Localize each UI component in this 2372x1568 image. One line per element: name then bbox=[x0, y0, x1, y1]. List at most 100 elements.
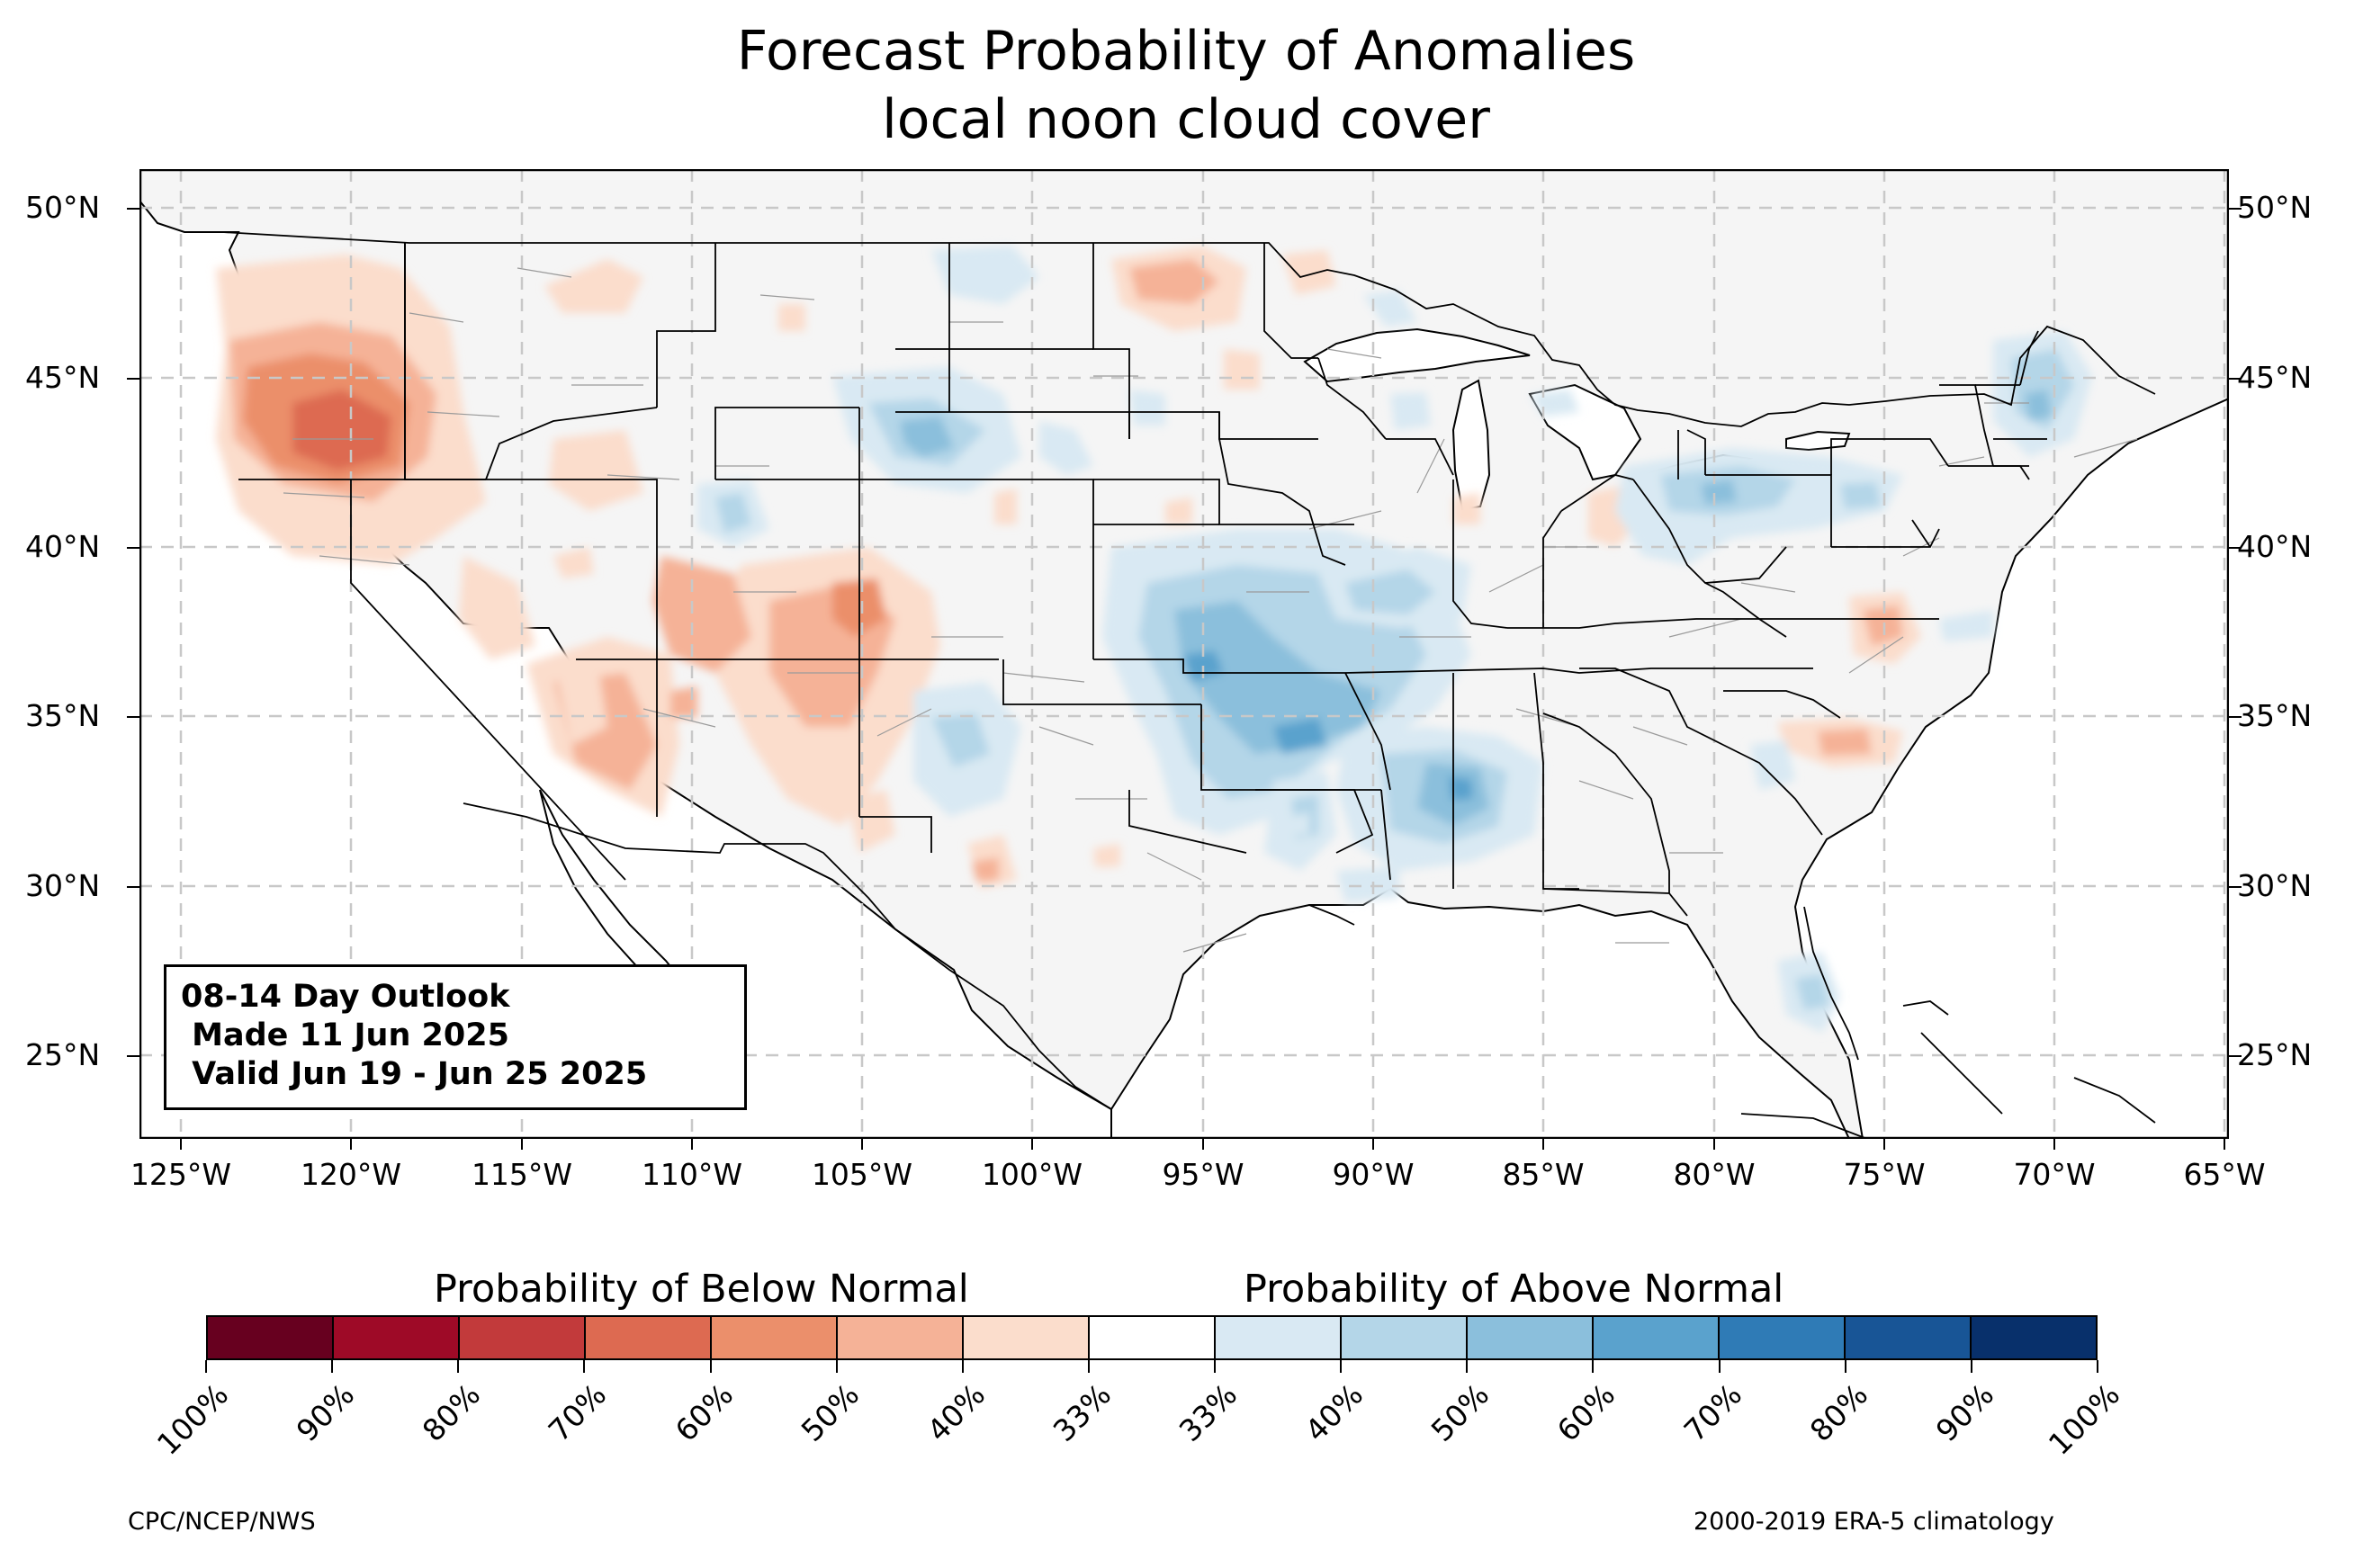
lat-label-25: 25°N bbox=[25, 1037, 101, 1072]
colorbar-tick-label: 33% bbox=[1046, 1376, 1119, 1449]
lat-label-right-35: 35°N bbox=[2237, 698, 2313, 733]
lon-label-125: 125°W bbox=[130, 1157, 232, 1192]
lon-tick bbox=[521, 1137, 523, 1150]
lon-tick bbox=[1372, 1137, 1374, 1150]
lon-label-110: 110°W bbox=[641, 1157, 743, 1192]
colorbar-tick bbox=[1340, 1360, 1343, 1373]
colorbar-tick bbox=[961, 1360, 964, 1373]
lat-tick bbox=[127, 1055, 139, 1057]
colorbar-tick bbox=[1214, 1360, 1217, 1373]
lon-tick bbox=[2053, 1137, 2055, 1150]
outlook-valid-range: Valid Jun 19 - Jun 25 2025 bbox=[181, 1056, 648, 1092]
lat-tick bbox=[2229, 208, 2242, 210]
lon-tick bbox=[1542, 1137, 1544, 1150]
lon-label-75: 75°W bbox=[1843, 1157, 1926, 1192]
colorbar-segment bbox=[1214, 1317, 1340, 1358]
water-bodies bbox=[139, 169, 2229, 1139]
colorbar-segment bbox=[458, 1317, 584, 1358]
map-frame bbox=[139, 169, 2229, 1139]
lon-label-80: 80°W bbox=[1673, 1157, 1756, 1192]
hudson-bay-edge bbox=[1804, 169, 2229, 385]
colorbar-tick bbox=[2097, 1360, 2098, 1373]
lat-label-35: 35°N bbox=[25, 698, 101, 733]
colorbar-above-title: Probability of Above Normal bbox=[1244, 1267, 1784, 1312]
outlook-period: 08-14 Day Outlook bbox=[181, 979, 510, 1015]
lat-label-right-30: 30°N bbox=[2237, 868, 2313, 903]
colorbar-segment bbox=[1718, 1317, 1844, 1358]
footer-climatology: 2000-2019 ERA-5 climatology bbox=[1694, 1508, 2054, 1536]
lat-label-right-25: 25°N bbox=[2237, 1037, 2313, 1072]
colorbar-tick-label: 70% bbox=[542, 1376, 614, 1449]
colorbar-tick bbox=[583, 1360, 586, 1373]
lat-label-30: 30°N bbox=[25, 868, 101, 903]
lon-label-95: 95°W bbox=[1162, 1157, 1244, 1192]
lat-tick bbox=[127, 886, 139, 888]
lon-label-115: 115°W bbox=[471, 1157, 573, 1192]
lat-tick bbox=[2229, 547, 2242, 549]
colorbar-segment bbox=[1970, 1317, 2096, 1358]
colorbar-segment bbox=[332, 1317, 458, 1358]
colorbar-tick bbox=[1466, 1360, 1469, 1373]
lon-label-65: 65°W bbox=[2183, 1157, 2266, 1192]
outlook-made-date: Made 11 Jun 2025 bbox=[181, 1017, 509, 1053]
colorbar-tick-label: 33% bbox=[1172, 1376, 1244, 1449]
lon-label-85: 85°W bbox=[1502, 1157, 1585, 1192]
lon-label-70: 70°W bbox=[2013, 1157, 2096, 1192]
colorbar-tick bbox=[1970, 1360, 1972, 1373]
chart-title: Forecast Probability of Anomalies bbox=[736, 20, 1636, 83]
lon-tick bbox=[1713, 1137, 1715, 1150]
lat-tick bbox=[127, 378, 139, 380]
colorbar-tick-label: 90% bbox=[289, 1376, 362, 1449]
colorbar-segment bbox=[836, 1317, 962, 1358]
colorbar-tick-label: 80% bbox=[415, 1376, 488, 1449]
lon-tick bbox=[1202, 1137, 1204, 1150]
lat-tick bbox=[2229, 1055, 2242, 1057]
canada-border bbox=[221, 231, 2156, 427]
lat-label-right-45: 45°N bbox=[2237, 360, 2313, 395]
colorbar-below-title: Probability of Below Normal bbox=[434, 1267, 969, 1312]
lat-label-right-40: 40°N bbox=[2237, 529, 2313, 564]
lon-label-105: 105°W bbox=[811, 1157, 913, 1192]
colorbar bbox=[206, 1315, 2098, 1360]
colorbar-segment bbox=[962, 1317, 1088, 1358]
colorbar-segment bbox=[1466, 1317, 1592, 1358]
colorbar-tick-label: 70% bbox=[1676, 1376, 1748, 1449]
gulf-of-mexico bbox=[1110, 887, 1851, 1139]
lat-label-right-50: 50°N bbox=[2237, 190, 2313, 225]
colorbar-segment bbox=[1340, 1317, 1466, 1358]
colorbar-tick bbox=[1844, 1360, 1846, 1373]
colorbar-segment bbox=[710, 1317, 836, 1358]
colorbar-tick-label: 90% bbox=[1928, 1376, 2001, 1449]
lon-tick bbox=[861, 1137, 863, 1150]
colorbar-tick bbox=[1592, 1360, 1595, 1373]
colorbar-tick-label: 50% bbox=[1424, 1376, 1496, 1449]
colorbar-tick bbox=[709, 1360, 712, 1373]
colorbar-tick bbox=[1718, 1360, 1721, 1373]
lon-label-90: 90°W bbox=[1332, 1157, 1415, 1192]
colorbar-tick bbox=[205, 1360, 207, 1373]
chart-subtitle: local noon cloud cover bbox=[882, 88, 1490, 151]
colorbar-tick-label: 40% bbox=[1298, 1376, 1370, 1449]
lon-tick bbox=[1883, 1137, 1885, 1150]
lon-tick bbox=[2224, 1137, 2225, 1150]
colorbar-tick bbox=[835, 1360, 838, 1373]
colorbar-tick bbox=[331, 1360, 334, 1373]
lon-label-100: 100°W bbox=[981, 1157, 1083, 1192]
colorbar-segment bbox=[1592, 1317, 1718, 1358]
colorbar-tick bbox=[457, 1360, 460, 1373]
forecast-map bbox=[139, 169, 2229, 1139]
colorbar-segment bbox=[584, 1317, 710, 1358]
colorbar-tick-label: 100% bbox=[149, 1376, 236, 1462]
above-normal-areas bbox=[697, 246, 2092, 1033]
lat-label-45: 45°N bbox=[25, 360, 101, 395]
lon-label-120: 120°W bbox=[300, 1157, 402, 1192]
lon-tick bbox=[180, 1137, 182, 1150]
lon-tick bbox=[691, 1137, 693, 1150]
colorbar-segment bbox=[1844, 1317, 1970, 1358]
colorbar-tick bbox=[1087, 1360, 1090, 1373]
colorbar-segment bbox=[1088, 1317, 1214, 1358]
outlook-info-box: 08-14 Day Outlook Made 11 Jun 2025 Valid… bbox=[164, 964, 747, 1110]
colorbar-tick-label: 50% bbox=[794, 1376, 866, 1449]
lat-label-40: 40°N bbox=[25, 529, 101, 564]
coastline bbox=[1308, 904, 2156, 1139]
